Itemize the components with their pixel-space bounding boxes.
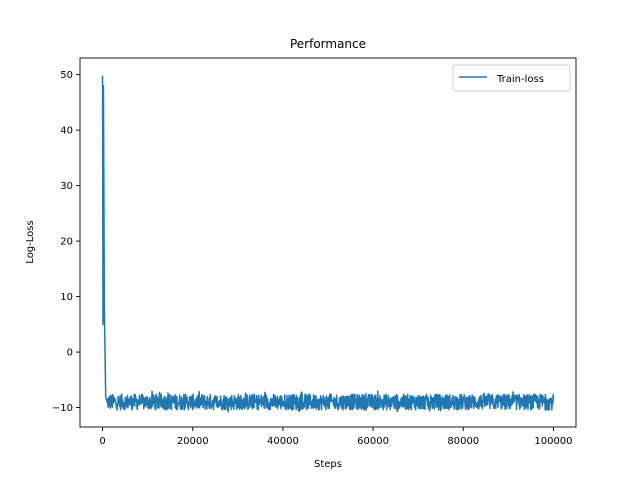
legend-label-train-loss: Train-loss	[496, 74, 544, 85]
plot-frame	[79, 57, 577, 428]
y-tick-label: 10	[60, 292, 73, 303]
y-tick-label: 40	[60, 126, 73, 137]
y-tick-label: 0	[67, 348, 73, 359]
x-tick-label: 40000	[267, 436, 299, 447]
chart-title: Performance	[290, 37, 366, 51]
x-tick-label: 20000	[177, 436, 209, 447]
x-tick-label: 100000	[534, 436, 572, 447]
y-tick-label: 30	[60, 181, 73, 192]
series-line-train-loss	[101, 75, 555, 413]
x-axis-label: Steps	[314, 459, 342, 470]
y-axis-label: Log-Loss	[25, 220, 36, 263]
x-tick-label: 80000	[447, 436, 479, 447]
x-tick-label: 60000	[357, 436, 389, 447]
legend: Train-loss	[452, 64, 571, 92]
series-layer	[101, 75, 555, 413]
y-tick-label: −10	[52, 403, 73, 414]
y-tick-label: 50	[60, 70, 73, 81]
y-tick-label: 20	[60, 237, 73, 248]
x-tick-label: 0	[99, 436, 105, 447]
legend-box	[452, 64, 571, 92]
tick-layer: 0 20000 40000 60000 80000 100000 −10 0 10 20 30 40 5…	[52, 70, 573, 447]
